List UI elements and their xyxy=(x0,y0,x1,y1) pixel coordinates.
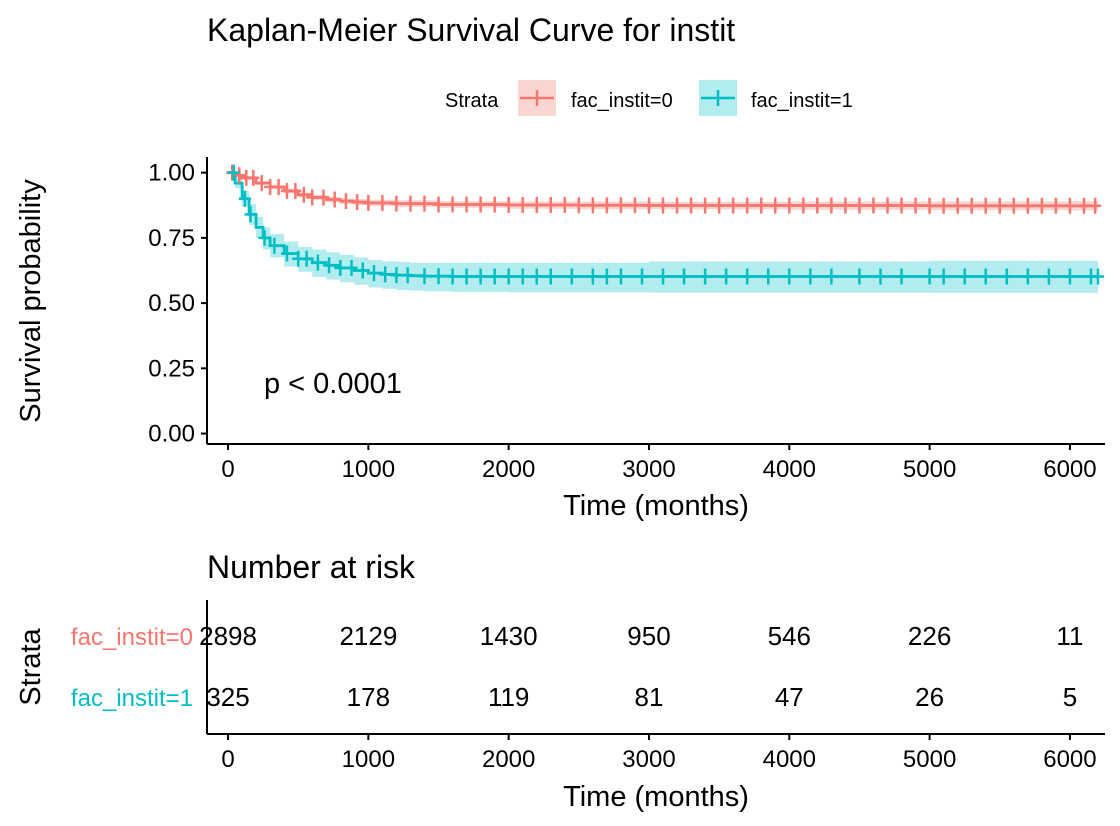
x-axis-ticks: 0 1000 2000 3000 4000 5000 6000 xyxy=(221,444,1097,483)
x-tick-label: 3000 xyxy=(622,456,675,483)
risk-cell: 2129 xyxy=(339,621,397,651)
legend-label-1: fac_instit=1 xyxy=(751,90,853,112)
risk-cell: 546 xyxy=(768,621,811,651)
x-tick-label: 4000 xyxy=(763,456,816,483)
x-tick-label: 2000 xyxy=(482,456,535,483)
risk-x-tick-label: 2000 xyxy=(482,746,535,773)
risk-cell: 11 xyxy=(1056,621,1083,651)
x-axis-title: Time (months) xyxy=(563,490,749,522)
risk-row-label-0: fac_instit=0 xyxy=(71,624,193,651)
risk-x-tick-label: 4000 xyxy=(763,746,816,773)
risk-cell: 325 xyxy=(206,682,249,712)
p-value-annotation: p < 0.0001 xyxy=(264,368,402,400)
risk-cell: 1430 xyxy=(480,621,538,651)
risk-x-tick-label: 1000 xyxy=(342,746,395,773)
censor-marks xyxy=(226,164,1104,285)
risk-x-axis-ticks: 0 1000 2000 3000 4000 5000 6000 xyxy=(221,734,1097,773)
risk-cell: 950 xyxy=(627,621,670,651)
x-tick-label: 0 xyxy=(221,456,234,483)
risk-cell: 5 xyxy=(1063,682,1077,712)
y-tick-label: 0.25 xyxy=(148,355,195,382)
risk-row-label-1: fac_instit=1 xyxy=(71,685,193,712)
chart-title: Kaplan-Meier Survival Curve for instit xyxy=(207,12,735,48)
y-axis-title: Survival probability xyxy=(15,179,47,423)
y-tick-label: 0.00 xyxy=(148,421,195,448)
x-tick-label: 5000 xyxy=(903,456,956,483)
x-tick-label: 6000 xyxy=(1043,456,1096,483)
risk-x-tick-label: 5000 xyxy=(903,746,956,773)
risk-cell: 226 xyxy=(908,621,951,651)
risk-table-cells: 2898 2129 1430 950 546 226 11 325 178 119 81 47 26 5 xyxy=(199,621,1083,712)
legend-label-0: fac_instit=0 xyxy=(571,90,673,112)
legend: Strata fac_instit=0 fac_instit=1 xyxy=(445,80,853,116)
risk-table-title: Number at risk xyxy=(207,549,416,585)
risk-cell: 81 xyxy=(635,682,664,712)
y-axis-ticks: 0.00 0.25 0.50 0.75 1.00 xyxy=(148,160,207,448)
risk-cell: 26 xyxy=(915,682,944,712)
risk-cell: 178 xyxy=(347,682,390,712)
ci-band-1 xyxy=(228,172,1098,294)
x-tick-label: 1000 xyxy=(342,456,395,483)
risk-x-tick-label: 3000 xyxy=(622,746,675,773)
y-tick-label: 0.50 xyxy=(148,290,195,317)
risk-cell: 119 xyxy=(488,682,529,712)
y-tick-label: 0.75 xyxy=(148,225,195,252)
risk-cell: 47 xyxy=(775,682,804,712)
risk-x-tick-label: 0 xyxy=(221,746,234,773)
y-tick-label: 1.00 xyxy=(148,160,195,187)
risk-cell: 2898 xyxy=(199,621,257,651)
risk-x-axis-title: Time (months) xyxy=(563,781,749,813)
risk-table-strata-title: Strata xyxy=(15,627,47,705)
risk-x-tick-label: 6000 xyxy=(1043,746,1096,773)
legend-title: Strata xyxy=(445,90,499,112)
